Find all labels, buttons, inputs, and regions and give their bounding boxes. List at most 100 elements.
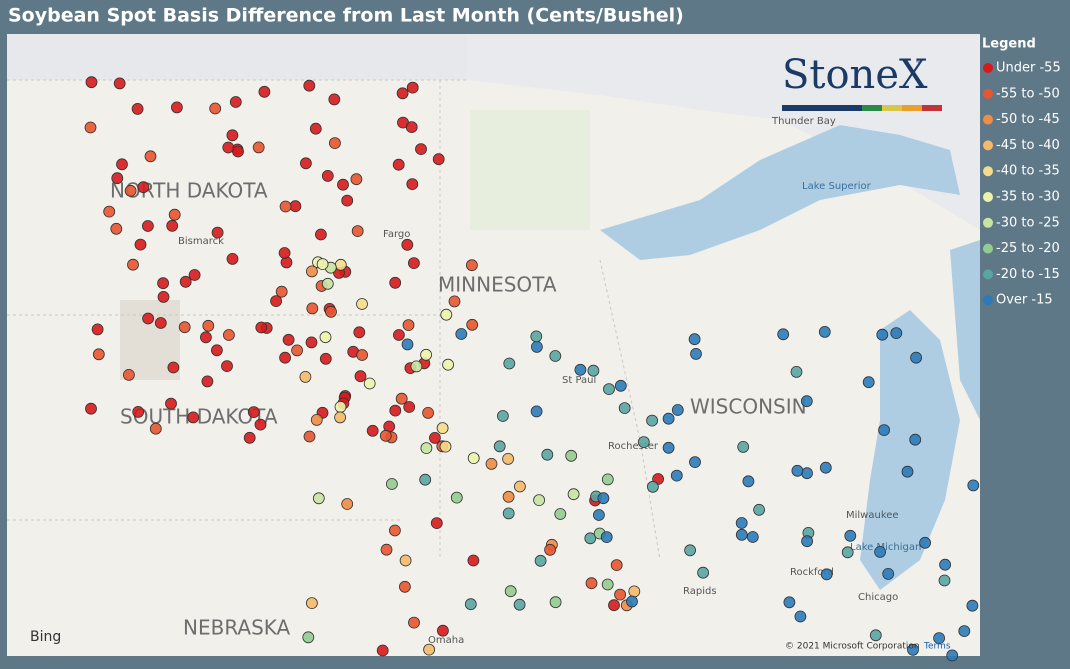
location-dot	[503, 357, 516, 370]
location-dot	[299, 157, 312, 170]
location-dot	[166, 219, 179, 232]
location-dot	[485, 457, 498, 470]
location-dot	[800, 395, 813, 408]
location-dot	[688, 333, 701, 346]
location-dot	[247, 406, 260, 419]
legend-swatch	[983, 243, 993, 254]
location-dot	[910, 351, 922, 364]
location-dot	[938, 574, 951, 587]
place-label: Bismarck	[178, 236, 224, 247]
location-dot	[909, 433, 922, 446]
location-dot	[753, 503, 765, 516]
legend-label: -30 to -25	[996, 215, 1060, 230]
location-dot	[110, 222, 123, 235]
location-dot	[334, 400, 347, 413]
state-label: NEBRASKA	[183, 616, 291, 640]
location-dot	[882, 568, 895, 580]
border	[7, 79, 467, 521]
location-dot	[549, 596, 562, 609]
legend-label: -35 to -30	[996, 190, 1060, 205]
location-dot	[502, 452, 515, 465]
location-dot	[337, 178, 349, 191]
forest	[470, 110, 590, 230]
location-dot	[671, 404, 684, 416]
location-dot	[226, 129, 239, 142]
location-dot	[92, 348, 105, 361]
terms-link[interactable]: Terms	[923, 642, 951, 652]
location-dot	[841, 546, 854, 559]
place-label: Omaha	[428, 635, 464, 646]
canada	[7, 34, 467, 80]
location-dot	[201, 375, 214, 388]
location-dot	[328, 137, 341, 150]
location-dot	[84, 121, 97, 134]
location-dot	[168, 208, 181, 221]
location-dot	[178, 321, 191, 334]
location-dot	[541, 448, 554, 461]
location-dot	[113, 77, 126, 90]
place-label: Milwaukee	[846, 510, 899, 521]
location-dot	[124, 184, 137, 197]
location-dot	[303, 79, 316, 92]
location-dot	[188, 269, 201, 281]
logo: StoneX ™	[782, 52, 942, 111]
location-dot	[356, 298, 368, 310]
location-dot	[502, 490, 515, 503]
legend-swatch	[983, 88, 993, 99]
location-dot	[209, 102, 222, 115]
location-dot	[422, 406, 435, 419]
place-label: Lake Michigan	[850, 542, 921, 553]
location-dot	[306, 302, 319, 315]
legend-label: Over -15	[996, 293, 1053, 308]
location-dot	[565, 449, 578, 462]
location-dot	[585, 577, 598, 590]
location-dot	[608, 599, 620, 612]
legend: Under -55 -55 to -50 -50 to -45 -45 to -40 -…	[983, 61, 1061, 308]
location-dot	[423, 643, 436, 656]
location-dot	[610, 559, 623, 571]
location-dot	[154, 317, 167, 329]
location-dot	[597, 492, 610, 505]
location-dot	[167, 361, 180, 374]
location-dot	[790, 365, 803, 378]
location-dot	[464, 598, 477, 611]
location-dot	[614, 588, 626, 601]
location-dot	[334, 411, 347, 424]
location-dot	[405, 121, 418, 133]
location-dot	[554, 508, 567, 520]
location-dot	[428, 431, 441, 444]
location-dot	[325, 305, 337, 318]
location-dot	[222, 329, 235, 341]
location-dot	[408, 616, 420, 629]
location-dot	[222, 141, 235, 154]
location-dot	[392, 158, 405, 171]
location-dot	[466, 318, 479, 331]
location-dot	[179, 275, 192, 288]
location-dot	[389, 276, 402, 289]
location-dot	[467, 452, 480, 465]
location-dot	[144, 150, 157, 163]
location-dot	[684, 544, 696, 557]
location-dot	[341, 194, 354, 207]
location-dot	[420, 442, 433, 455]
location-dot	[354, 370, 367, 383]
location-dot	[467, 554, 480, 567]
location-dot	[584, 532, 597, 545]
location-dot	[628, 585, 641, 598]
location-dot	[302, 631, 315, 644]
lake	[950, 240, 980, 420]
location-dot	[593, 509, 605, 521]
canada	[467, 34, 980, 230]
location-dot	[670, 469, 683, 482]
location-dot	[289, 200, 302, 213]
legend-swatch	[983, 140, 993, 151]
location-dot	[103, 205, 116, 218]
location-dot	[737, 440, 750, 453]
location-dot	[321, 277, 334, 290]
location-dot	[328, 93, 341, 106]
place-label: Rockford	[790, 567, 834, 578]
location-dot	[450, 491, 463, 504]
location-dot	[496, 410, 509, 422]
place-label: Chicago	[858, 592, 898, 603]
